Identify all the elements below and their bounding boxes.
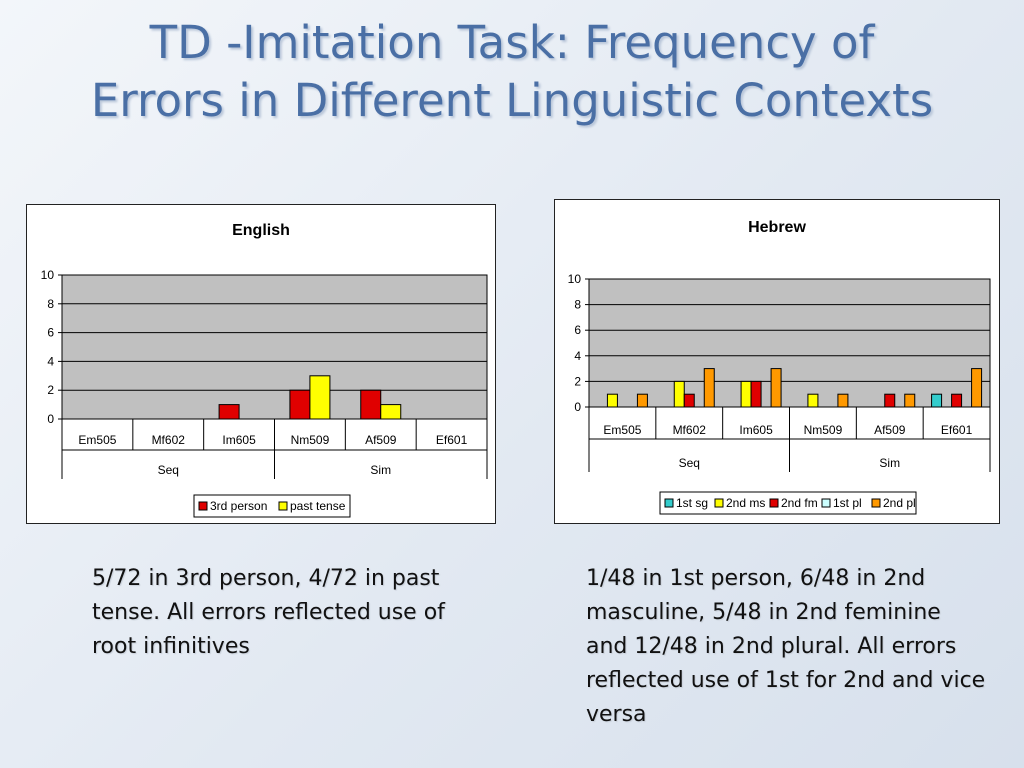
english-y-tick-label: 4: [47, 354, 54, 368]
english-legend-label: past tense: [290, 499, 346, 513]
hebrew-legend: [659, 491, 917, 515]
hebrew-bar-2nd-fm: [951, 393, 963, 408]
hebrew-category-label: Mf602: [673, 423, 707, 437]
hebrew-legend-label: 2nd fm: [781, 496, 818, 510]
hebrew-legend-label: 2nd ms: [726, 496, 765, 510]
hebrew-group-label: Seq: [679, 456, 700, 470]
english-chart: English 0 2 4 6 8 10 Em505 Mf602 Im605 Nm509 Af509 E…: [41, 222, 488, 518]
hebrew-bar-2nd-ms: [606, 393, 618, 408]
hebrew-y-tick-label: 10: [568, 272, 582, 286]
hebrew-bar-2nd-pl: [904, 393, 916, 408]
english-category-label: Ef601: [436, 433, 468, 447]
hebrew-bar-2nd-pl: [770, 368, 782, 408]
hebrew-bar-2nd-pl: [971, 368, 983, 408]
hebrew-bar-2nd-ms: [740, 380, 752, 408]
english-chart-panel: English 0 2 4 6 8 10 Em505 Mf602 Im605 Nm509 Af509 E…: [26, 204, 496, 524]
english-bar-past-tense: [309, 375, 331, 420]
hebrew-bar-1st-sg: [931, 393, 943, 408]
hebrew-y-tick-label: 2: [574, 374, 581, 388]
hebrew-chart: Hebrew 0 2 4 6 8 10 Em505 Mf602 Im605 Nm509 Af509 Ef…: [568, 219, 991, 515]
english-category-label: Im605: [222, 433, 256, 447]
hebrew-category-label: Nm509: [804, 423, 843, 437]
english-bar-3rd-person: [289, 389, 311, 420]
hebrew-plot-area: [588, 278, 991, 408]
english-bar-3rd-person: [218, 404, 240, 420]
english-group-label: Sim: [370, 463, 391, 477]
english-category-label: Af509: [365, 433, 397, 447]
hebrew-legend-swatch: [664, 498, 674, 508]
hebrew-bar-2nd-pl: [703, 368, 715, 408]
hebrew-legend-swatch: [769, 498, 779, 508]
hebrew-chart-title: Hebrew: [748, 219, 806, 236]
english-group-label: Seq: [158, 463, 179, 477]
english-y-tick-label: 10: [41, 268, 55, 282]
hebrew-y-tick-label: 0: [574, 400, 581, 414]
english-category-label: Em505: [78, 433, 116, 447]
english-bar-past-tense: [380, 404, 402, 420]
english-legend: [193, 494, 351, 518]
hebrew-bar-2nd-ms: [673, 380, 685, 408]
slide-title: TD -Imitation Task: Frequency of Errors …: [0, 14, 1024, 130]
english-caption: 5/72 in 3rd person, 4/72 in past tense. …: [92, 566, 445, 659]
hebrew-bar-2nd-pl: [636, 393, 648, 408]
english-plot-area: [61, 274, 488, 420]
hebrew-y-tick-label: 8: [574, 298, 581, 312]
hebrew-bar-2nd-ms: [807, 393, 819, 408]
slide-title-line1: TD -Imitation Task: Frequency of: [149, 16, 875, 69]
hebrew-category-label: Ef601: [941, 423, 973, 437]
hebrew-legend-label: 1st pl: [833, 496, 862, 510]
hebrew-y-tick-label: 4: [574, 349, 581, 363]
hebrew-legend-swatch: [821, 498, 831, 508]
english-category-label: Nm509: [291, 433, 330, 447]
hebrew-bar-2nd-fm: [884, 393, 896, 408]
english-chart-title: English: [232, 222, 290, 239]
english-y-tick-label: 0: [47, 412, 54, 426]
english-legend-swatch: [278, 501, 288, 511]
hebrew-category-label: Em505: [603, 423, 641, 437]
english-y-tick-label: 6: [47, 326, 54, 340]
hebrew-caption: 1/48 in 1st person, 6/48 in 2nd masculin…: [586, 566, 986, 727]
hebrew-chart-panel: Hebrew 0 2 4 6 8 10 Em505 Mf602 Im605 Nm509 Af509 Ef…: [554, 199, 1000, 524]
english-y-tick-label: 8: [47, 297, 54, 311]
hebrew-legend-swatch: [714, 498, 724, 508]
hebrew-bar-2nd-fm: [683, 393, 695, 408]
hebrew-category-label: Af509: [874, 423, 906, 437]
hebrew-legend-swatch: [871, 498, 881, 508]
hebrew-category-label: Im605: [739, 423, 773, 437]
slide-title-line2: Errors in Different Linguistic Contexts: [90, 74, 934, 127]
english-bar-3rd-person: [360, 389, 382, 420]
hebrew-legend-label: 1st sg: [676, 496, 708, 510]
english-category-label: Mf602: [152, 433, 186, 447]
english-legend-swatch: [198, 501, 208, 511]
hebrew-y-tick-label: 6: [574, 323, 581, 337]
hebrew-bar-2nd-fm: [750, 380, 762, 408]
hebrew-legend-label: 2nd pl: [883, 496, 916, 510]
hebrew-bar-2nd-pl: [837, 393, 849, 408]
hebrew-group-label: Sim: [879, 456, 900, 470]
english-legend-label: 3rd person: [210, 499, 267, 513]
english-y-tick-label: 2: [47, 383, 54, 397]
